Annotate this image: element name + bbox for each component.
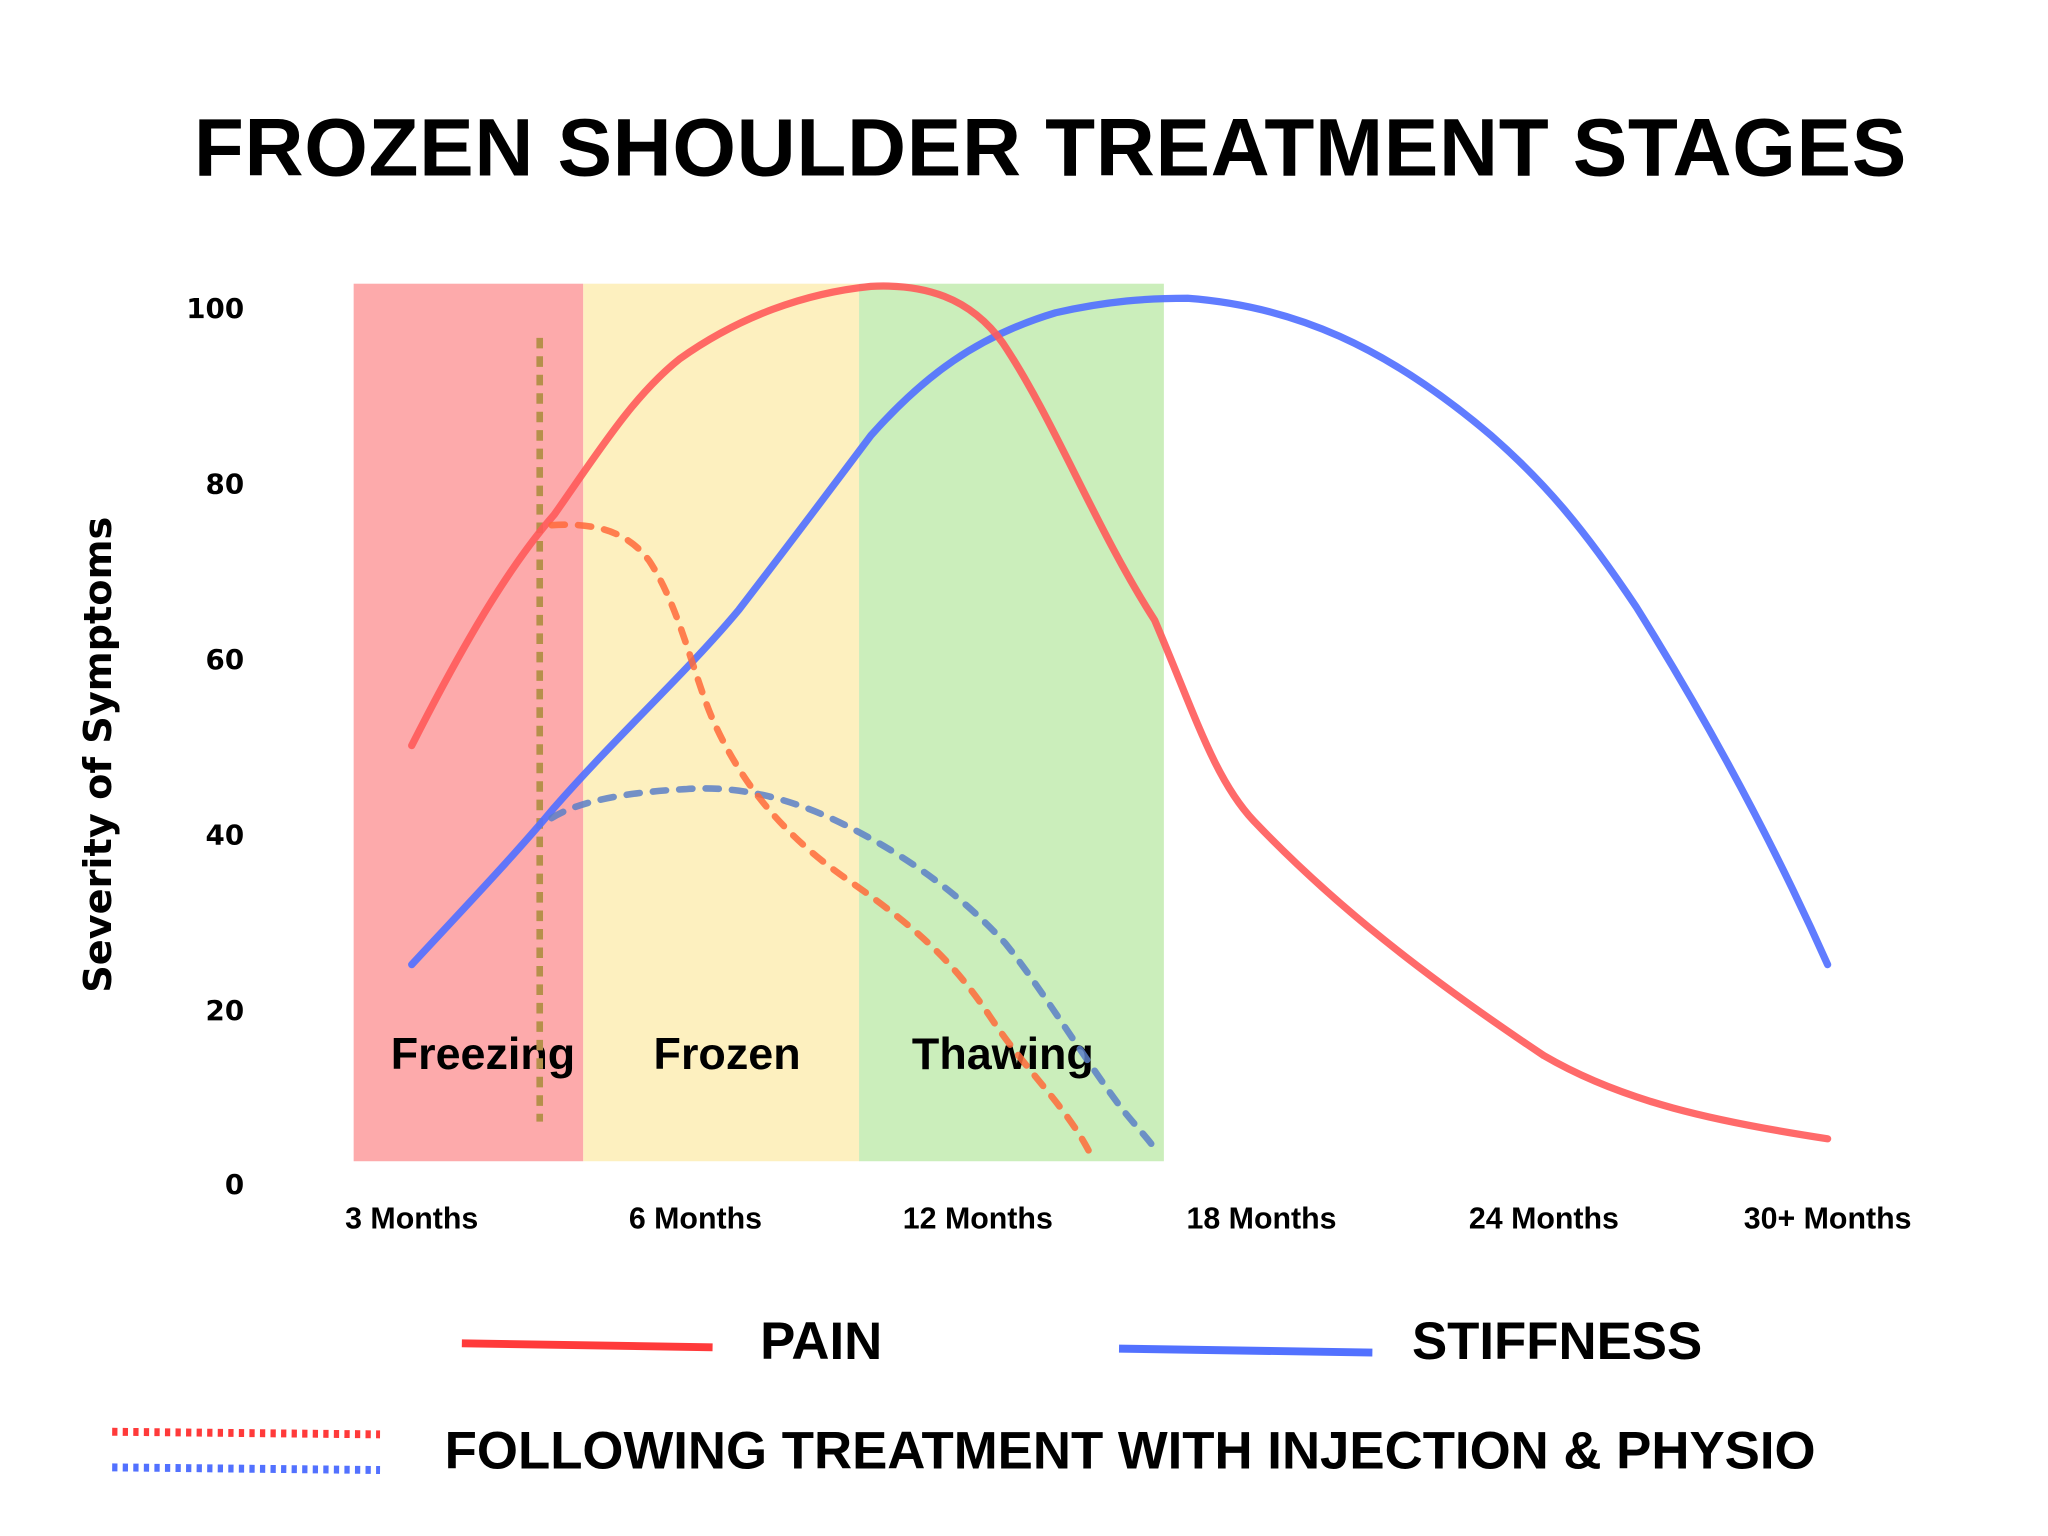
y-tick: 80 <box>206 468 245 501</box>
pain-treatment-legend-swatch <box>112 1427 381 1439</box>
stage-label-freezing: Freezing <box>391 1028 575 1079</box>
stage-label-frozen: Frozen <box>654 1028 801 1079</box>
x-tick: 3 Months <box>345 1203 478 1236</box>
thawing-band <box>859 283 1164 1162</box>
x-tick: 24 Months <box>1469 1203 1619 1236</box>
y-tick: 0 <box>225 1168 244 1201</box>
chart-title: FROZEN SHOULDER TREATMENT STAGES <box>194 103 1907 194</box>
stiffness-line <box>408 294 1832 969</box>
pain-line <box>408 282 1832 1143</box>
stiffness-treatment-line <box>548 785 1160 1154</box>
legend: PAIN STIFFNESS FOLLOWING TREATMENT WITH … <box>112 1312 1816 1481</box>
x-tick: 12 Months <box>903 1203 1053 1236</box>
y-axis-label: Severity of Symptoms <box>76 517 121 993</box>
pain-treatment-line <box>548 521 1096 1162</box>
y-tick: 40 <box>206 819 245 852</box>
y-tick: 60 <box>206 643 245 676</box>
x-tick: 18 Months <box>1187 1203 1337 1236</box>
pain-legend-swatch <box>461 1339 713 1352</box>
stiffness-legend-swatch <box>1118 1344 1373 1357</box>
x-tick: 6 Months <box>629 1203 762 1236</box>
stiffness-treatment-legend-swatch <box>112 1463 381 1474</box>
legend-stiffness-label: STIFFNESS <box>1412 1312 1702 1371</box>
legend-treatment-label: FOLLOWING TREATMENT WITH INJECTION & PHY… <box>445 1422 1816 1481</box>
y-axis-ticks: 100 80 60 40 20 0 <box>186 292 244 1201</box>
y-tick: 20 <box>206 994 245 1027</box>
x-tick: 30+ Months <box>1744 1203 1912 1236</box>
y-tick: 100 <box>186 292 244 325</box>
freezing-band <box>353 283 584 1162</box>
x-axis-ticks: 3 Months 6 Months 12 Months 18 Months 24… <box>345 1203 1911 1236</box>
legend-pain-label: PAIN <box>760 1312 882 1371</box>
